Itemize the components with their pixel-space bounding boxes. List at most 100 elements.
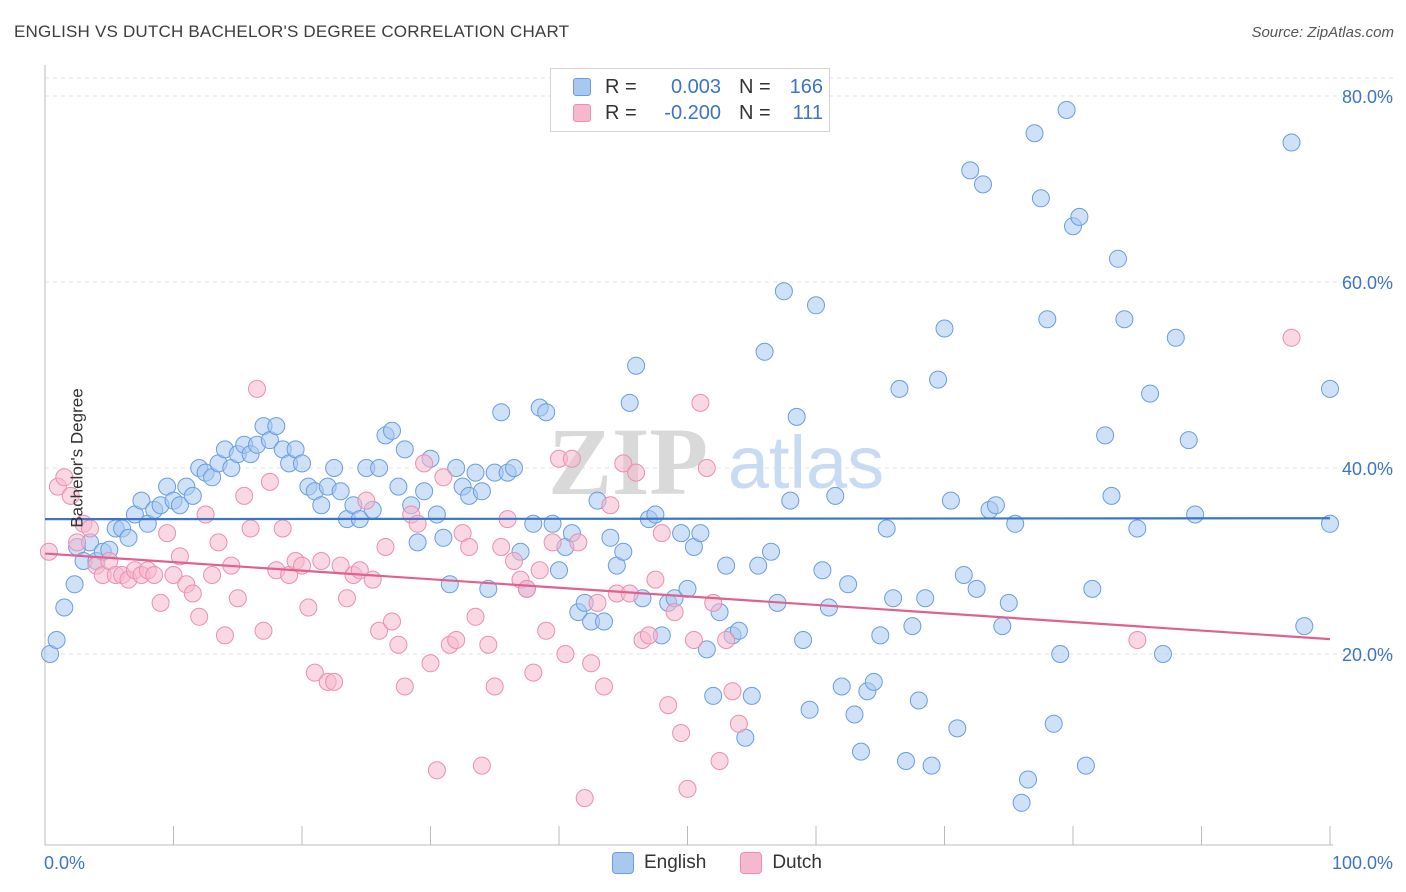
legend-item-english[interactable]: English — [612, 852, 706, 874]
dutch-point — [652, 524, 671, 543]
dutch-point — [466, 607, 485, 626]
dutch-point — [190, 607, 209, 626]
dutch-point — [383, 612, 401, 631]
dutch-point — [646, 570, 665, 589]
english-point — [697, 640, 716, 659]
dutch-point — [524, 663, 543, 682]
dutch-point — [460, 538, 479, 556]
english-point — [986, 496, 1005, 515]
english-point — [954, 566, 973, 584]
english-point — [408, 533, 427, 552]
dutch-point — [305, 663, 324, 682]
english-point — [447, 459, 466, 477]
english-point — [440, 575, 459, 594]
english-point — [1154, 645, 1172, 663]
english-point — [1019, 770, 1037, 789]
dutch-point — [145, 566, 164, 584]
english-point — [472, 482, 491, 501]
dutch-point — [537, 621, 556, 640]
dutch-point — [447, 631, 466, 649]
english-point — [832, 677, 851, 696]
english-point — [691, 524, 710, 543]
english-point — [395, 440, 414, 459]
dutch-point — [158, 524, 177, 543]
dutch-point — [363, 570, 382, 589]
dutch-point — [472, 756, 491, 775]
dutch-point — [717, 631, 736, 649]
dutch-point — [235, 486, 254, 505]
english-point — [415, 482, 434, 501]
english-point — [929, 370, 948, 389]
english-point — [383, 421, 401, 440]
english-point — [704, 686, 723, 705]
dutch-point — [248, 379, 266, 398]
dutch-point — [614, 454, 633, 473]
dutch-point — [395, 677, 414, 696]
dutch-point — [273, 519, 292, 538]
english-point — [922, 756, 941, 775]
english-point — [1070, 207, 1089, 226]
english-point — [505, 459, 523, 477]
english-point — [389, 477, 408, 496]
english-point — [646, 505, 665, 524]
dutch-point — [203, 566, 222, 584]
english-point — [807, 296, 825, 315]
y-axis-label: Bachelor's Degree — [67, 388, 87, 528]
dutch-point — [639, 626, 658, 645]
english-point — [1179, 431, 1198, 450]
english-point — [1076, 756, 1095, 775]
english-point — [871, 626, 890, 645]
dutch-point — [183, 584, 202, 603]
dutch-point — [299, 598, 318, 617]
dutch-point — [434, 468, 453, 487]
english-point — [293, 454, 311, 473]
english-point — [903, 617, 922, 636]
english-point — [614, 542, 633, 561]
dutch-point — [325, 672, 344, 691]
dutch-point — [505, 552, 523, 570]
legend-english-swatch — [612, 852, 634, 874]
dutch-point — [1128, 631, 1147, 649]
dutch-point — [601, 496, 620, 515]
english-point — [1295, 617, 1314, 636]
english-point — [672, 524, 691, 543]
english-point — [1031, 189, 1050, 208]
english-point — [47, 631, 66, 649]
english-point — [492, 403, 511, 422]
watermark: ZIP atlas — [548, 408, 884, 515]
tick-labels: 20.0% 40.0% 60.0% 80.0% 0.0% 100.0% — [44, 87, 1393, 873]
dutch-point — [479, 635, 498, 654]
x-tick-label-min: 0.0% — [44, 853, 85, 873]
bottom-legend: English Dutch — [612, 852, 856, 874]
english-point — [427, 505, 446, 524]
english-point — [717, 556, 736, 575]
dutch-r-value: -0.200 — [664, 101, 721, 124]
english-point — [1025, 124, 1044, 143]
stats-row-dutch: R = -0.200 N = 111 — [573, 100, 823, 126]
english-point — [749, 556, 768, 575]
dutch-point — [421, 654, 440, 673]
english-point — [466, 463, 485, 482]
legend-english-label: English — [644, 852, 707, 873]
dutch-point — [151, 593, 170, 612]
legend-item-dutch[interactable]: Dutch — [740, 852, 822, 874]
dutch-point — [68, 533, 87, 552]
dutch-point — [61, 486, 80, 505]
english-point — [1128, 519, 1147, 538]
english-point — [132, 491, 151, 510]
english-point — [819, 598, 838, 617]
dutch-point — [39, 542, 58, 561]
dutch-point — [729, 714, 748, 733]
y-tick-label: 80.0% — [1342, 87, 1393, 107]
source-label: Source: ZipAtlas.com — [1251, 24, 1394, 41]
dutch-point — [530, 561, 549, 580]
english-point — [550, 561, 568, 580]
english-point — [839, 575, 858, 594]
english-r-label: R = — [605, 75, 637, 98]
dutch-point — [582, 654, 601, 673]
english-point — [1166, 328, 1185, 347]
english-point — [1038, 310, 1057, 329]
english-point — [55, 598, 74, 617]
english-point — [1083, 579, 1102, 598]
dutch-point — [569, 533, 588, 552]
